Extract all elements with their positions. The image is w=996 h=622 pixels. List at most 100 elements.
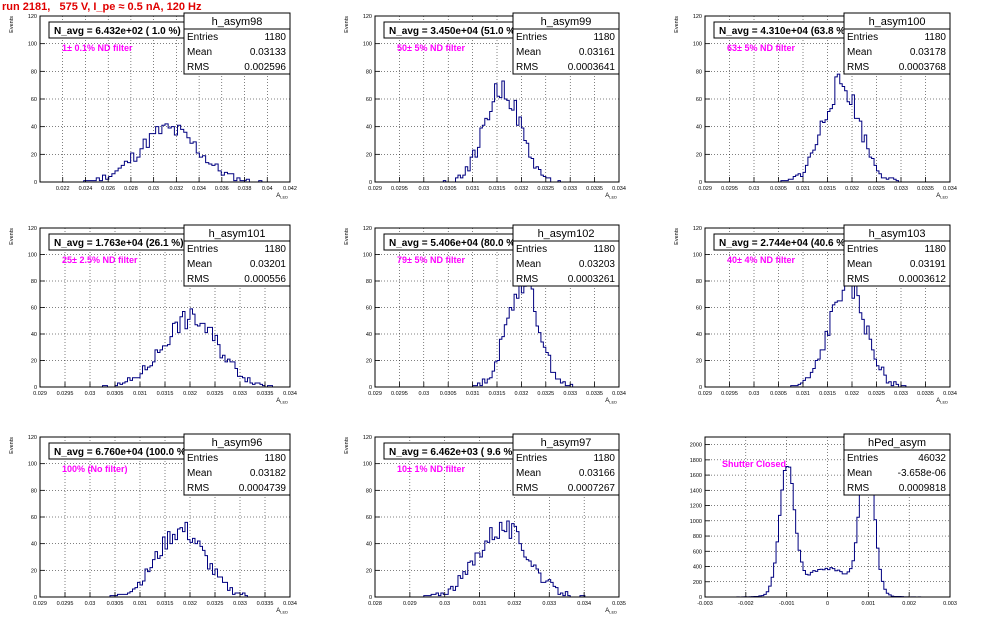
panel-note: 63± 5% ND filter <box>727 43 795 53</box>
x-tick-label: 0.0335 <box>917 186 934 192</box>
x-tick-label: 0.03 <box>749 186 760 192</box>
stats-label: Entries <box>187 453 218 464</box>
stats-label: RMS <box>187 62 210 73</box>
x-tick-label: 0.032 <box>508 601 522 607</box>
x-axis-label: ALED <box>276 193 288 200</box>
stats-value: 0.000556 <box>244 274 286 285</box>
x-tick-label: 0.0315 <box>157 391 174 397</box>
stats-label: RMS <box>187 483 210 494</box>
y-tick-label: 100 <box>363 42 372 48</box>
y-tick-label: 80 <box>366 69 372 75</box>
y-tick-label: 40 <box>366 542 372 548</box>
stats-value: 0.0003641 <box>568 62 616 73</box>
x-tick-label: 0.028 <box>368 601 382 607</box>
x-tick-label: 0.03 <box>85 391 96 397</box>
y-tick-label: 80 <box>31 488 37 494</box>
x-tick-label: 0.0295 <box>391 391 408 397</box>
x-tick-label: 0.033 <box>233 391 247 397</box>
x-tick-label: 0.0325 <box>207 601 224 607</box>
x-tick-label: 0.034 <box>943 391 957 397</box>
stats-value: 0.03191 <box>910 259 947 270</box>
x-tick-label: 0.033 <box>542 601 556 607</box>
x-tick-label: 0.032 <box>183 601 197 607</box>
x-tick-label: 0.0305 <box>107 391 124 397</box>
stats-value: 1180 <box>264 244 286 255</box>
y-tick-label: 120 <box>693 14 702 20</box>
x-tick-label: 0.0315 <box>819 391 836 397</box>
y-tick-label: 60 <box>31 97 37 103</box>
y-tick-label: 120 <box>363 435 372 441</box>
x-tick-label: 0.0325 <box>868 391 885 397</box>
y-tick-label: 60 <box>366 515 372 521</box>
y-tick-label: 100 <box>363 462 372 468</box>
x-tick-label: 0.0325 <box>207 391 224 397</box>
y-tick-label: 400 <box>693 565 702 571</box>
stats-value: 0.0009818 <box>899 483 947 494</box>
x-axis-label: ALED <box>276 398 288 405</box>
y-tick-label: 60 <box>366 97 372 103</box>
x-tick-label: 0.0305 <box>107 601 124 607</box>
stats-value: 1180 <box>593 453 615 464</box>
y-tick-label: 40 <box>366 332 372 338</box>
x-tick-label: 0.036 <box>215 186 229 192</box>
x-tick-label: 0.0305 <box>440 186 457 192</box>
x-tick-label: 0.029 <box>368 186 382 192</box>
x-tick-label: 0.022 <box>56 186 70 192</box>
stats-value: 0.03178 <box>910 47 947 58</box>
y-tick-label: 0 <box>34 180 37 186</box>
y-axis-label: Events <box>344 16 350 33</box>
x-tick-label: 0.035 <box>612 601 626 607</box>
y-tick-label: 80 <box>366 279 372 285</box>
stats-label: Entries <box>847 453 878 464</box>
y-tick-label: 60 <box>696 306 702 312</box>
x-tick-label: 0.031 <box>466 186 480 192</box>
stats-value: 0.0003768 <box>899 62 947 73</box>
stats-label: Entries <box>187 244 218 255</box>
stats-value: -3.658e-06 <box>898 468 947 479</box>
stats-label: RMS <box>516 62 539 73</box>
y-tick-label: 1800 <box>690 458 702 464</box>
y-axis-label: Events <box>674 16 680 33</box>
y-tick-label: 20 <box>31 359 37 365</box>
y-tick-label: 100 <box>693 253 702 259</box>
panel-title: N_avg = 4.310e+04 (63.8 %) <box>719 26 849 37</box>
y-tick-label: 120 <box>363 226 372 232</box>
x-axis-label-sub: LED <box>609 610 617 615</box>
x-tick-label: 0.0325 <box>537 391 554 397</box>
x-tick-label: -0.001 <box>779 601 795 607</box>
run-title: run 2181, 575 V, I_pe ≈ 0.5 nA, 120 Hz <box>2 1 202 13</box>
y-tick-label: 2000 <box>690 443 702 449</box>
stats-box-name: h_asym99 <box>541 16 592 28</box>
y-tick-label: 100 <box>28 462 37 468</box>
x-tick-label: 0.032 <box>183 391 197 397</box>
panel-note: 100% (No filter) <box>62 464 128 474</box>
x-axis-label-sub: LED <box>609 400 617 405</box>
y-tick-label: 120 <box>28 14 37 20</box>
y-tick-label: 80 <box>696 279 702 285</box>
y-tick-label: 60 <box>696 97 702 103</box>
x-tick-label: 0.034 <box>943 186 957 192</box>
y-tick-label: 120 <box>363 14 372 20</box>
x-tick-label: 0.034 <box>283 601 297 607</box>
y-axis-label: Events <box>344 228 350 245</box>
stats-box-name: h_asym101 <box>209 228 266 240</box>
x-tick-label: 0.032 <box>515 186 529 192</box>
y-tick-label: 20 <box>366 359 372 365</box>
stats-value: 46032 <box>918 453 946 464</box>
x-tick-label: 0.042 <box>283 186 297 192</box>
y-tick-label: 20 <box>31 568 37 574</box>
y-tick-label: 0 <box>34 595 37 601</box>
x-tick-label: 0.0335 <box>586 186 603 192</box>
y-tick-label: 80 <box>696 69 702 75</box>
x-tick-label: 0.032 <box>845 186 859 192</box>
stats-value: 0.0003261 <box>568 274 616 285</box>
x-axis-label-sub: LED <box>280 610 288 615</box>
x-tick-label: 0.0325 <box>868 186 885 192</box>
y-tick-label: 100 <box>28 42 37 48</box>
x-axis-label: ALED <box>936 398 948 405</box>
stats-label: RMS <box>847 483 870 494</box>
x-tick-label: 0.033 <box>894 391 908 397</box>
y-tick-label: 20 <box>366 568 372 574</box>
x-tick-label: 0.034 <box>612 186 626 192</box>
histogram-panel-h_asym101: 0.029 0.0295 0.03 0.0305 0.031 0.0315 0.032 0.0… <box>9 224 297 405</box>
